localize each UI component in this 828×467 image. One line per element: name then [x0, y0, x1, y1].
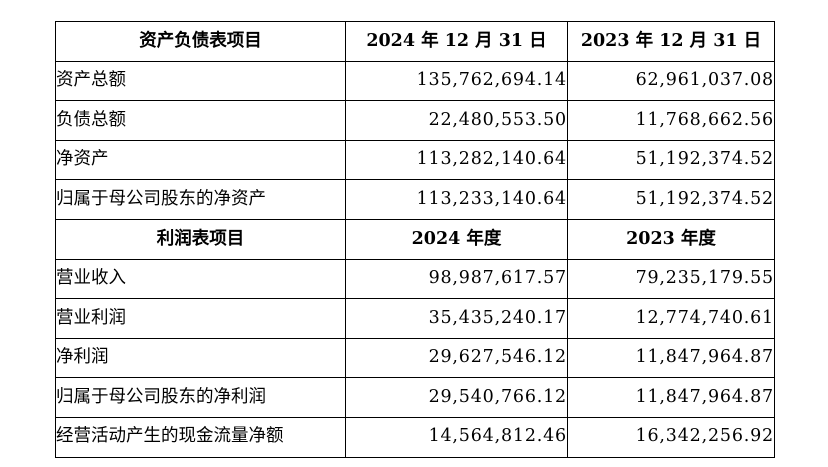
- table-row: 负债总额 22,480,553.50 11,768,662.56: [55, 100, 775, 141]
- value-2024: 113,233,140.64: [345, 179, 568, 220]
- value-2024: 29,627,546.12: [345, 337, 568, 379]
- table-row: 资产总额 135,762,694.14 62,961,037.08: [55, 60, 775, 102]
- table-row: 营业收入 98,987,617.57 79,235,179.55: [55, 258, 775, 300]
- financial-summary-table: 资产负债表项目 2024 年 12 月 31 日 2023 年 12 月 31 …: [55, 21, 775, 458]
- value-2023: 12,774,740.61: [567, 298, 775, 339]
- income-header-2023: 2023 年度: [567, 218, 775, 260]
- value-2023: 11,847,964.87: [567, 377, 775, 418]
- value-2024: 98,987,617.57: [345, 258, 568, 300]
- row-label: 资产总额: [55, 60, 346, 102]
- balance-header-2023: 2023 年 12 月 31 日: [567, 21, 775, 62]
- value-2023: 11,847,964.87: [567, 337, 775, 379]
- balance-header-2024: 2024 年 12 月 31 日: [345, 21, 568, 62]
- value-2023: 51,192,374.52: [567, 139, 775, 181]
- value-2023: 79,235,179.55: [567, 258, 775, 300]
- table-row: 营业利润 35,435,240.17 12,774,740.61: [55, 298, 775, 339]
- row-label: 营业利润: [55, 298, 346, 339]
- value-2024: 14,564,812.46: [345, 416, 568, 458]
- table-row: 归属于母公司股东的净资产 113,233,140.64 51,192,374.5…: [55, 179, 775, 220]
- row-label: 负债总额: [55, 100, 346, 141]
- balance-header-item: 资产负债表项目: [55, 21, 346, 62]
- value-2023: 51,192,374.52: [567, 179, 775, 220]
- balance-header-row: 资产负债表项目 2024 年 12 月 31 日 2023 年 12 月 31 …: [55, 21, 775, 62]
- value-2024: 35,435,240.17: [345, 298, 568, 339]
- row-label: 净利润: [55, 337, 346, 379]
- row-label: 营业收入: [55, 258, 346, 300]
- value-2024: 22,480,553.50: [345, 100, 568, 141]
- income-header-2024: 2024 年度: [345, 218, 568, 260]
- row-label: 归属于母公司股东的净资产: [55, 179, 346, 220]
- value-2023: 16,342,256.92: [567, 416, 775, 458]
- value-2024: 29,540,766.12: [345, 377, 568, 418]
- value-2024: 135,762,694.14: [345, 60, 568, 102]
- table-row: 净资产 113,282,140.64 51,192,374.52: [55, 139, 775, 181]
- row-label: 净资产: [55, 139, 346, 181]
- value-2023: 11,768,662.56: [567, 100, 775, 141]
- income-header-row: 利润表项目 2024 年度 2023 年度: [55, 218, 775, 260]
- table-row: 经营活动产生的现金流量净额 14,564,812.46 16,342,256.9…: [55, 416, 775, 458]
- row-label: 归属于母公司股东的净利润: [55, 377, 346, 418]
- row-label: 经营活动产生的现金流量净额: [55, 416, 346, 458]
- income-header-item: 利润表项目: [55, 218, 346, 260]
- value-2023: 62,961,037.08: [567, 60, 775, 102]
- value-2024: 113,282,140.64: [345, 139, 568, 181]
- table-row: 归属于母公司股东的净利润 29,540,766.12 11,847,964.87: [55, 377, 775, 418]
- table-row: 净利润 29,627,546.12 11,847,964.87: [55, 337, 775, 379]
